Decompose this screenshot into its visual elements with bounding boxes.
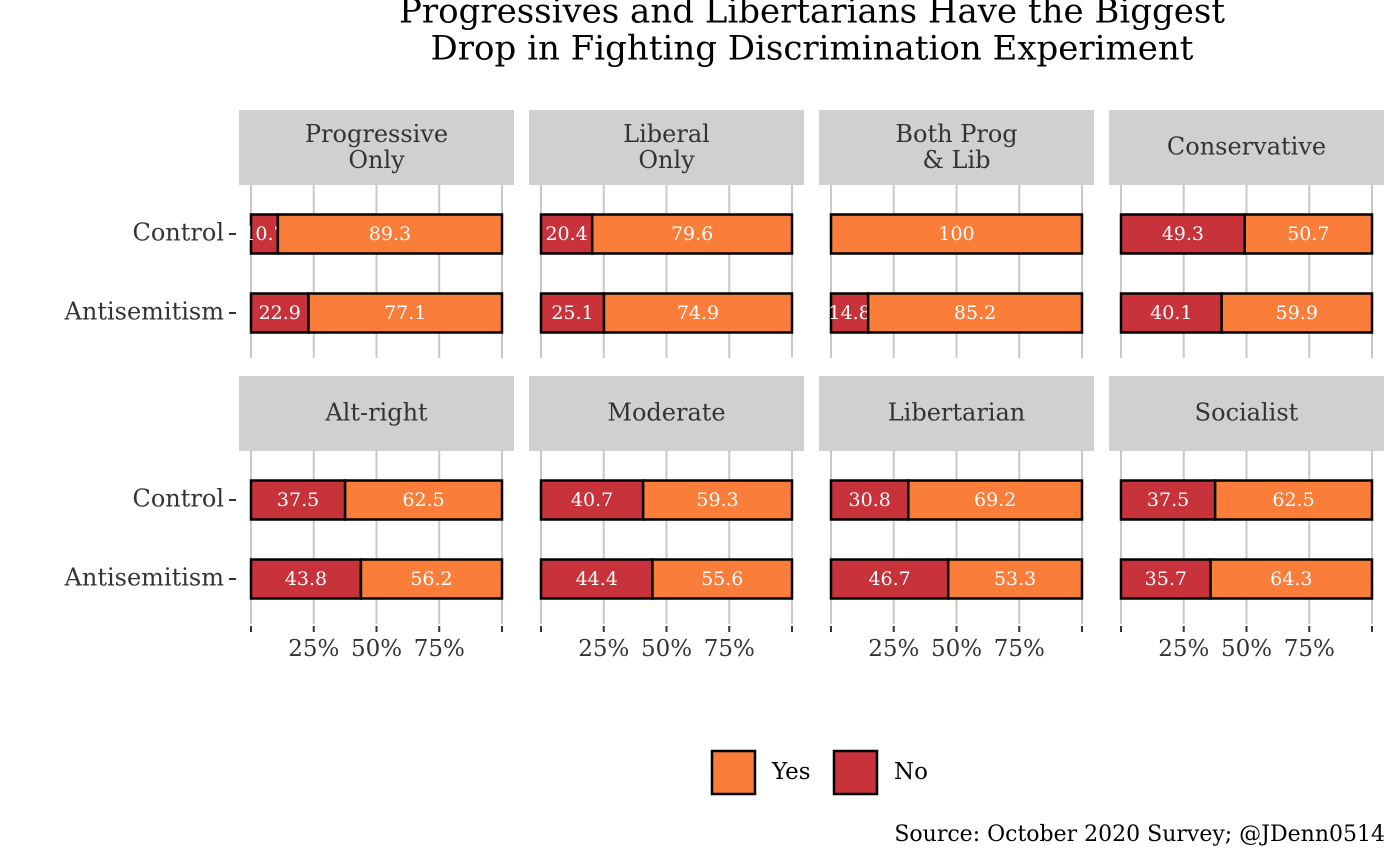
bar-segment	[539, 558, 654, 600]
data-label: 49.3	[1162, 223, 1204, 245]
facet-title: Progressive Only	[305, 119, 448, 173]
strip	[239, 376, 514, 451]
data-label: 35.7	[1145, 568, 1187, 590]
x-tick-label: 75%	[414, 636, 465, 662]
bar-segment	[539, 479, 645, 521]
strip	[819, 110, 1094, 185]
data-label: 79.6	[671, 223, 713, 245]
bar-segment	[1119, 558, 1212, 600]
bar-segment	[829, 213, 1084, 255]
strip	[819, 376, 1094, 451]
data-label: 100	[938, 223, 974, 245]
x-tick-label: 25%	[1158, 636, 1209, 662]
strip	[529, 110, 804, 185]
bar-segment	[829, 479, 910, 521]
facet-title: Libertarian	[888, 399, 1026, 427]
legend-label: No	[894, 759, 928, 785]
data-label: 40.7	[571, 489, 613, 511]
facet-title: Alt-right	[324, 399, 428, 427]
data-label: 62.5	[402, 489, 444, 511]
facet-title: Conservative	[1167, 133, 1326, 161]
strip	[1109, 110, 1384, 185]
data-label: 59.9	[1276, 302, 1318, 324]
strip	[1109, 376, 1384, 451]
data-label: 64.3	[1270, 568, 1312, 590]
x-tick-label: 50%	[641, 636, 692, 662]
bar-segment	[249, 213, 280, 255]
bar-segment	[866, 292, 1084, 334]
data-label: 40.1	[1150, 302, 1192, 324]
data-label: 46.7	[868, 568, 910, 590]
legend-swatch	[832, 749, 879, 796]
bar-segment	[539, 213, 594, 255]
strip	[529, 376, 804, 451]
facet-title: Liberal Only	[623, 119, 710, 173]
data-label: 10.7	[243, 223, 285, 245]
data-label: 74.9	[677, 302, 719, 324]
bar-segment	[590, 213, 794, 255]
data-label: 50.7	[1287, 223, 1329, 245]
data-label: 59.3	[696, 489, 738, 511]
bar-segment	[343, 479, 504, 521]
bar-segment	[249, 292, 310, 334]
y-tick-label: Antisemitism	[64, 564, 225, 592]
data-label: 62.5	[1272, 489, 1314, 511]
x-tick-label: 75%	[994, 636, 1045, 662]
data-label: 77.1	[384, 302, 426, 324]
bar-segment	[1209, 558, 1374, 600]
y-tick-label: Antisemitism	[64, 298, 225, 326]
data-label: 20.4	[545, 223, 587, 245]
data-label: 89.3	[369, 223, 411, 245]
bar-segment	[1119, 213, 1246, 255]
facet-title: Both Prog & Lib	[895, 119, 1017, 173]
data-label: 14.8	[828, 302, 870, 324]
data-label: 85.2	[954, 302, 996, 324]
caption: Source: October 2020 Survey; @JDenn0514	[894, 822, 1385, 847]
bar-segment	[641, 479, 794, 521]
data-label: 30.8	[848, 489, 890, 511]
bar-segment	[1220, 292, 1374, 334]
x-tick-label: 25%	[868, 636, 919, 662]
x-tick-label: 25%	[578, 636, 629, 662]
data-label: 53.3	[994, 568, 1036, 590]
bar-segment	[946, 558, 1084, 600]
data-label: 55.6	[701, 568, 743, 590]
bar-segment	[359, 558, 504, 600]
strip	[239, 110, 514, 185]
x-tick-label: 75%	[1284, 636, 1335, 662]
legend-label: Yes	[771, 759, 811, 785]
y-tick-label: Control	[132, 219, 224, 247]
data-label: 37.5	[1147, 489, 1189, 511]
data-label: 56.2	[410, 568, 452, 590]
bar-segment	[829, 558, 950, 600]
data-label: 25.1	[551, 302, 593, 324]
bar-segment	[907, 479, 1084, 521]
bar-segment	[307, 292, 504, 334]
data-label: 44.4	[576, 568, 618, 590]
facet-title: Socialist	[1195, 399, 1299, 427]
y-tick-label: Control	[132, 485, 224, 513]
bar-segment	[1213, 479, 1374, 521]
facet-title: Moderate	[607, 399, 725, 427]
x-tick-label: 75%	[704, 636, 755, 662]
data-label: 43.8	[285, 568, 327, 590]
bar-segment	[249, 479, 347, 521]
x-tick-label: 50%	[931, 636, 982, 662]
data-label: 69.2	[974, 489, 1016, 511]
bar-segment	[602, 292, 794, 334]
x-tick-label: 50%	[351, 636, 402, 662]
data-label: 22.9	[259, 302, 301, 324]
bar-segment	[276, 213, 504, 255]
bar-segment	[1243, 213, 1374, 255]
legend-swatch	[710, 749, 757, 796]
x-tick-label: 50%	[1221, 636, 1272, 662]
bar-segment	[651, 558, 794, 600]
chart-title: Progressives and Libertarians Have the B…	[399, 0, 1225, 69]
data-label: 37.5	[277, 489, 319, 511]
x-tick-label: 25%	[288, 636, 339, 662]
